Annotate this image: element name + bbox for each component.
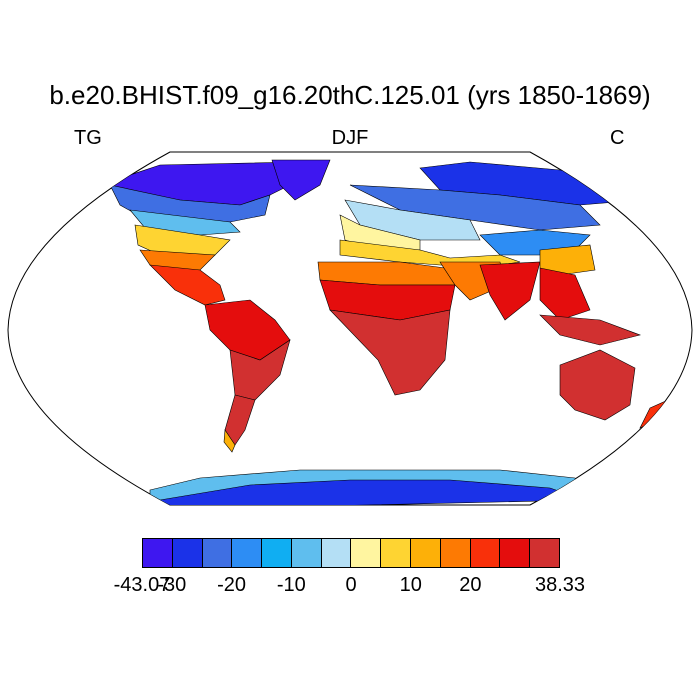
page-title: b.e20.BHIST.f09_g16.20thC.125.01 (yrs 18… xyxy=(49,80,651,110)
colorbar-swatch xyxy=(470,539,501,567)
variable-label: TG xyxy=(74,127,102,149)
colorbar xyxy=(142,538,560,568)
colorbar-tick-label: -43.07 xyxy=(113,574,171,596)
season-label: DJF xyxy=(331,127,369,149)
colorbar-swatch xyxy=(440,539,471,567)
colorbar-swatch xyxy=(411,539,441,567)
colorbar-tick-label: -10 xyxy=(276,574,306,596)
central-africa xyxy=(329,309,451,396)
colorbar-swatch xyxy=(202,539,233,567)
colorbar-swatch xyxy=(500,539,531,567)
colorbar-tick-label: 0 xyxy=(345,574,357,596)
colorbar-swatch xyxy=(321,539,352,567)
colorbar-swatch xyxy=(381,539,412,567)
india xyxy=(479,261,541,321)
antarctica-interior xyxy=(149,479,586,505)
colorbar-swatch xyxy=(291,539,322,567)
colorbar-tick-label: 38.33 xyxy=(534,574,586,596)
colorbar-tick-label: -20 xyxy=(217,574,247,596)
greenland xyxy=(271,159,331,201)
colorbar-swatch xyxy=(143,539,173,567)
colorbar-swatch xyxy=(172,539,203,567)
south-america-tip xyxy=(223,429,236,453)
southeast-asia xyxy=(539,267,591,321)
australia xyxy=(559,349,636,421)
colorbar-tick-label: 10 xyxy=(399,574,422,596)
south-america-south xyxy=(224,394,256,446)
east-asia xyxy=(539,244,596,276)
colorbar-tick-label: 20 xyxy=(459,574,482,596)
colorbar-swatch xyxy=(262,539,292,567)
maritime-asia xyxy=(539,314,642,346)
central-america xyxy=(149,264,226,306)
colorbar-swatch xyxy=(351,539,382,567)
mediterranean xyxy=(339,239,521,269)
colorbar-tick-label: -30 xyxy=(157,574,187,596)
colorbar-swatch xyxy=(530,539,559,567)
units-label: C xyxy=(610,127,625,149)
colorbar-swatch xyxy=(232,539,263,567)
